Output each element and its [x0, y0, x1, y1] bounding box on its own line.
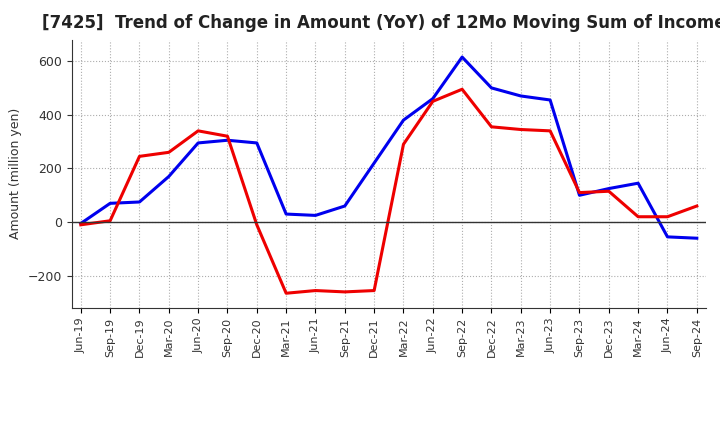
- Ordinary Income: [341, 203, 349, 209]
- Net Income: [663, 214, 672, 220]
- Net Income: [194, 128, 202, 133]
- Ordinary Income: [194, 140, 202, 146]
- Ordinary Income: [253, 140, 261, 146]
- Title: [7425]  Trend of Change in Amount (YoY) of 12Mo Moving Sum of Incomes: [7425] Trend of Change in Amount (YoY) o…: [42, 15, 720, 33]
- Ordinary Income: [428, 96, 437, 101]
- Ordinary Income: [546, 97, 554, 103]
- Ordinary Income: [370, 161, 379, 166]
- Net Income: [135, 154, 144, 159]
- Ordinary Income: [164, 174, 173, 179]
- Ordinary Income: [76, 221, 85, 226]
- Ordinary Income: [605, 186, 613, 191]
- Net Income: [282, 290, 290, 296]
- Ordinary Income: [282, 211, 290, 216]
- Ordinary Income: [106, 201, 114, 206]
- Net Income: [223, 134, 232, 139]
- Net Income: [164, 150, 173, 155]
- Ordinary Income: [663, 234, 672, 239]
- Ordinary Income: [135, 199, 144, 205]
- Y-axis label: Amount (million yen): Amount (million yen): [9, 108, 22, 239]
- Ordinary Income: [575, 193, 584, 198]
- Ordinary Income: [693, 235, 701, 241]
- Ordinary Income: [634, 180, 642, 186]
- Net Income: [693, 203, 701, 209]
- Net Income: [370, 288, 379, 293]
- Ordinary Income: [399, 117, 408, 123]
- Net Income: [106, 218, 114, 224]
- Net Income: [428, 99, 437, 104]
- Net Income: [546, 128, 554, 133]
- Net Income: [575, 190, 584, 195]
- Net Income: [487, 124, 496, 129]
- Net Income: [76, 222, 85, 227]
- Net Income: [399, 142, 408, 147]
- Net Income: [458, 87, 467, 92]
- Net Income: [516, 127, 525, 132]
- Ordinary Income: [487, 85, 496, 91]
- Line: Net Income: Net Income: [81, 89, 697, 293]
- Net Income: [311, 288, 320, 293]
- Ordinary Income: [458, 55, 467, 60]
- Net Income: [605, 189, 613, 194]
- Net Income: [634, 214, 642, 220]
- Net Income: [341, 289, 349, 294]
- Ordinary Income: [311, 213, 320, 218]
- Ordinary Income: [223, 138, 232, 143]
- Line: Ordinary Income: Ordinary Income: [81, 57, 697, 238]
- Ordinary Income: [516, 93, 525, 99]
- Net Income: [253, 222, 261, 227]
